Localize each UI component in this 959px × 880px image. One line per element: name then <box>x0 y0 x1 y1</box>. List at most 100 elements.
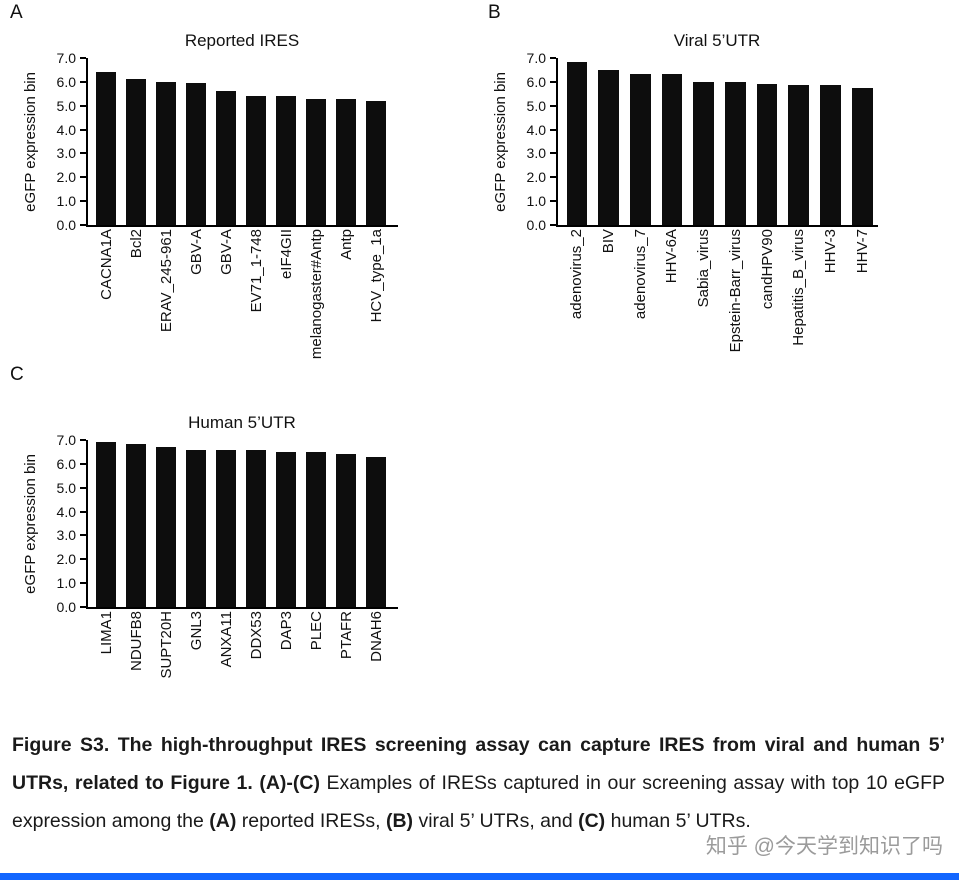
y-tick-mark <box>80 200 86 203</box>
y-tick-label: 2.0 <box>526 169 546 186</box>
x-tick: Bcl2 <box>121 229 151 359</box>
y-tick-label: 7.0 <box>526 50 546 66</box>
x-tick: HHV-7 <box>846 229 878 352</box>
y-tick-mark <box>80 462 86 465</box>
y-tick-label: 6.0 <box>56 73 76 90</box>
caption-segment: human 5’ UTRs. <box>605 810 751 832</box>
x-axis-labels: CACNA1A Bcl2 ERAV_245-961 GBV-A GBV-A EV71_1-… <box>86 229 398 359</box>
x-tick: SUPT20H <box>151 611 181 679</box>
bar-melanogaster#Antp <box>306 98 326 225</box>
y-tick-mark <box>550 224 556 226</box>
y-tick-mark <box>80 558 86 561</box>
x-tick: HHV-3 <box>815 229 847 352</box>
x-tick: PTAFR <box>331 611 361 679</box>
bar-GNL3 <box>186 449 206 607</box>
x-tick-label: Epstein-Barr_virus <box>726 229 744 353</box>
x-tick: HHV-6A <box>656 229 688 352</box>
bar-HHV-3 <box>820 85 841 225</box>
caption-segment: (A) <box>209 810 237 832</box>
bar-GBV-A <box>186 83 206 225</box>
y-tick-mark <box>550 57 556 59</box>
y-tick-mark <box>550 200 556 203</box>
y-tick-label: 0.0 <box>56 599 76 615</box>
x-tick-label: CACNA1A <box>97 229 115 300</box>
x-tick: GBV-A <box>181 229 211 359</box>
chart-title: Human 5’UTR <box>188 413 296 432</box>
x-tick: HCV_type_1a <box>361 229 391 359</box>
x-tick-label: HHV-7 <box>853 229 871 274</box>
x-tick-label: Sabia_virus <box>695 229 713 308</box>
x-tick: DAP3 <box>271 611 301 679</box>
y-tick-mark <box>550 80 556 83</box>
x-axis-labels: adenovirus_2 BIV adenovirus_7 HHV-6A Sabia_v… <box>556 229 878 352</box>
bar-GBV-A <box>216 91 236 225</box>
plot-area <box>556 58 878 227</box>
x-tick-label: adenovirus_2 <box>568 229 586 320</box>
bar-DDX53 <box>246 449 266 607</box>
bottom-accent-bar <box>0 873 959 880</box>
bar-Epstein-Barr_virus <box>725 81 746 225</box>
x-tick-label: ERAV_245-961 <box>157 229 175 333</box>
x-tick-label: candHPV90 <box>758 229 776 310</box>
x-tick: eIF4GII <box>271 229 301 359</box>
y-tick-label: 2.0 <box>56 551 76 568</box>
plot-area <box>86 440 398 609</box>
x-tick-label: HHV-6A <box>663 229 681 284</box>
x-tick-label: BIV <box>600 229 618 254</box>
y-tick-label: 1.0 <box>56 575 76 592</box>
y-tick-label: 3.0 <box>526 145 546 162</box>
x-tick-label: DDX53 <box>247 611 265 660</box>
y-tick-label: 3.0 <box>56 145 76 162</box>
x-tick: GNL3 <box>181 611 211 679</box>
x-tick-label: GBV-A <box>217 229 235 275</box>
y-axis-label: eGFP expression bin <box>18 440 42 607</box>
y-tick-mark <box>80 606 86 608</box>
y-tick-label: 1.0 <box>56 193 76 210</box>
x-tick: adenovirus_7 <box>624 229 656 352</box>
panel-b-letter: B <box>488 2 501 23</box>
y-tick-mark <box>550 152 556 155</box>
y-axis-label-text: eGFP expression bin <box>491 71 509 212</box>
y-tick-label: 6.0 <box>56 455 76 472</box>
x-tick-label: Hepatitis_B_virus <box>790 229 808 346</box>
panel-c-letter: C <box>10 364 24 385</box>
x-tick-label: SUPT20H <box>157 611 175 679</box>
bar-HHV-7 <box>851 87 873 225</box>
x-tick: candHPV90 <box>751 229 783 352</box>
y-tick-label: 0.0 <box>56 217 76 233</box>
bar-HCV_type_1a <box>366 100 386 225</box>
bar-HHV-6A <box>661 73 683 225</box>
x-tick: LIMA1 <box>91 611 121 679</box>
x-tick-label: NDUFB8 <box>127 611 145 672</box>
x-tick-label: eIF4GII <box>277 229 295 280</box>
figure-caption: Figure S3. The high-throughput IRES scre… <box>12 726 945 840</box>
y-tick-mark <box>80 128 86 131</box>
x-tick: EV71_1-748 <box>241 229 271 359</box>
x-tick-label: LIMA1 <box>97 611 115 655</box>
caption-segment: (B) <box>385 810 414 832</box>
y-tick-label: 7.0 <box>56 50 76 66</box>
x-tick: adenovirus_2 <box>561 229 593 352</box>
y-tick-label: 2.0 <box>56 169 76 186</box>
bar-candHPV90 <box>756 84 778 225</box>
x-tick: Sabia_virus <box>688 229 720 352</box>
x-tick-label: Antp <box>337 229 355 260</box>
bar-adenovirus_7 <box>629 73 651 225</box>
x-tick-label: adenovirus_7 <box>631 229 649 320</box>
x-axis-labels: LIMA1 NDUFB8 SUPT20H GNL3 ANXA11 DDX53 DAP3 PLE… <box>86 611 398 679</box>
bar-BIV <box>598 69 619 225</box>
y-axis-label: eGFP expression bin <box>488 58 512 225</box>
x-tick: Epstein-Barr_virus <box>720 229 752 352</box>
bar-eIF4GII <box>276 96 296 225</box>
y-tick-label: 5.0 <box>56 479 76 496</box>
bar-EV71_1-748 <box>246 96 266 225</box>
x-tick: melanogaster#Antp <box>301 229 331 359</box>
y-tick-label: 6.0 <box>526 73 546 90</box>
bar-DAP3 <box>276 451 296 607</box>
y-tick-mark <box>80 439 86 441</box>
x-tick-label: HHV-3 <box>821 229 839 274</box>
bar-NDUFB8 <box>126 443 146 607</box>
x-tick: ERAV_245-961 <box>151 229 181 359</box>
y-tick-mark <box>80 80 86 83</box>
